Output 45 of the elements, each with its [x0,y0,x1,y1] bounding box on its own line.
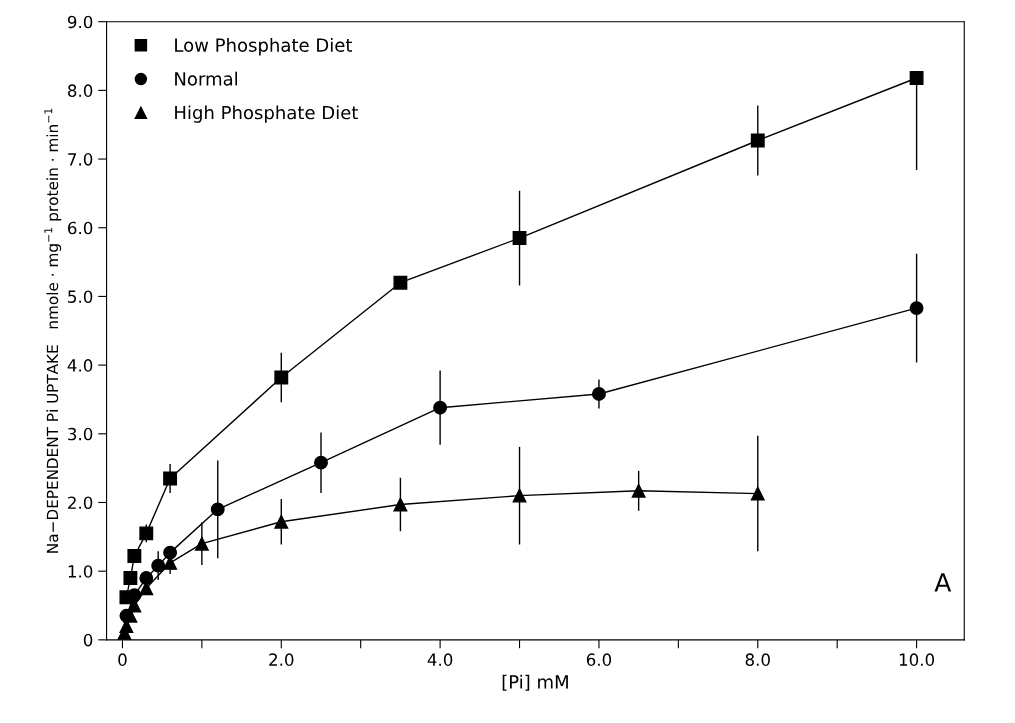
point [274,370,289,385]
y-tick-label: 2.0 [68,496,93,510]
point [433,400,448,415]
point [123,571,138,585]
x-tick-label: 6.0 [586,653,612,666]
point [139,526,154,541]
point [512,488,527,503]
y-axis-title: Na−DEPENDENT Pi UPTAKE nmole · mg$^{−1}$ protein · min$^{−1}$ [44,108,62,553]
y-tick-label: 9.0 [67,15,93,29]
point [512,231,527,245]
y-tick-label: 5.0 [68,290,93,303]
annotation: A [934,573,952,592]
x-tick-label: 4.0 [427,653,453,666]
point [909,71,924,85]
point [163,545,178,560]
y-tick-label: 4.0 [67,359,93,372]
x-axis-title: [Pi] mM [502,674,568,691]
point [127,549,142,564]
point [909,301,924,316]
x-tick-label: 8.0 [745,653,770,666]
x-tick-label: 2.0 [269,653,294,666]
legend-label: Normal [175,71,238,86]
y-tick-label: 0 [83,633,93,647]
x-tick-label: 10.0 [899,653,935,666]
point [631,483,646,498]
point [393,497,408,512]
point [139,571,154,585]
point [750,133,765,148]
y-tick-label: 7.0 [68,153,93,166]
legend-label: Low Phosphate Diet [175,37,353,56]
x-tick-label: 0 [118,653,127,666]
point [194,536,209,551]
y-tick-label: 8.0 [68,84,93,97]
y-tick-label: 3.0 [68,427,93,441]
point [750,486,765,501]
point [163,471,178,486]
point [151,558,166,573]
point [210,502,225,517]
legend-label: High Phosphate Diet [175,105,358,123]
point [274,514,289,529]
point [314,455,328,470]
y-tick-label: 6.0 [68,221,93,235]
y-tick-label: 1.0 [68,565,93,578]
point [393,275,408,290]
point [591,387,606,401]
